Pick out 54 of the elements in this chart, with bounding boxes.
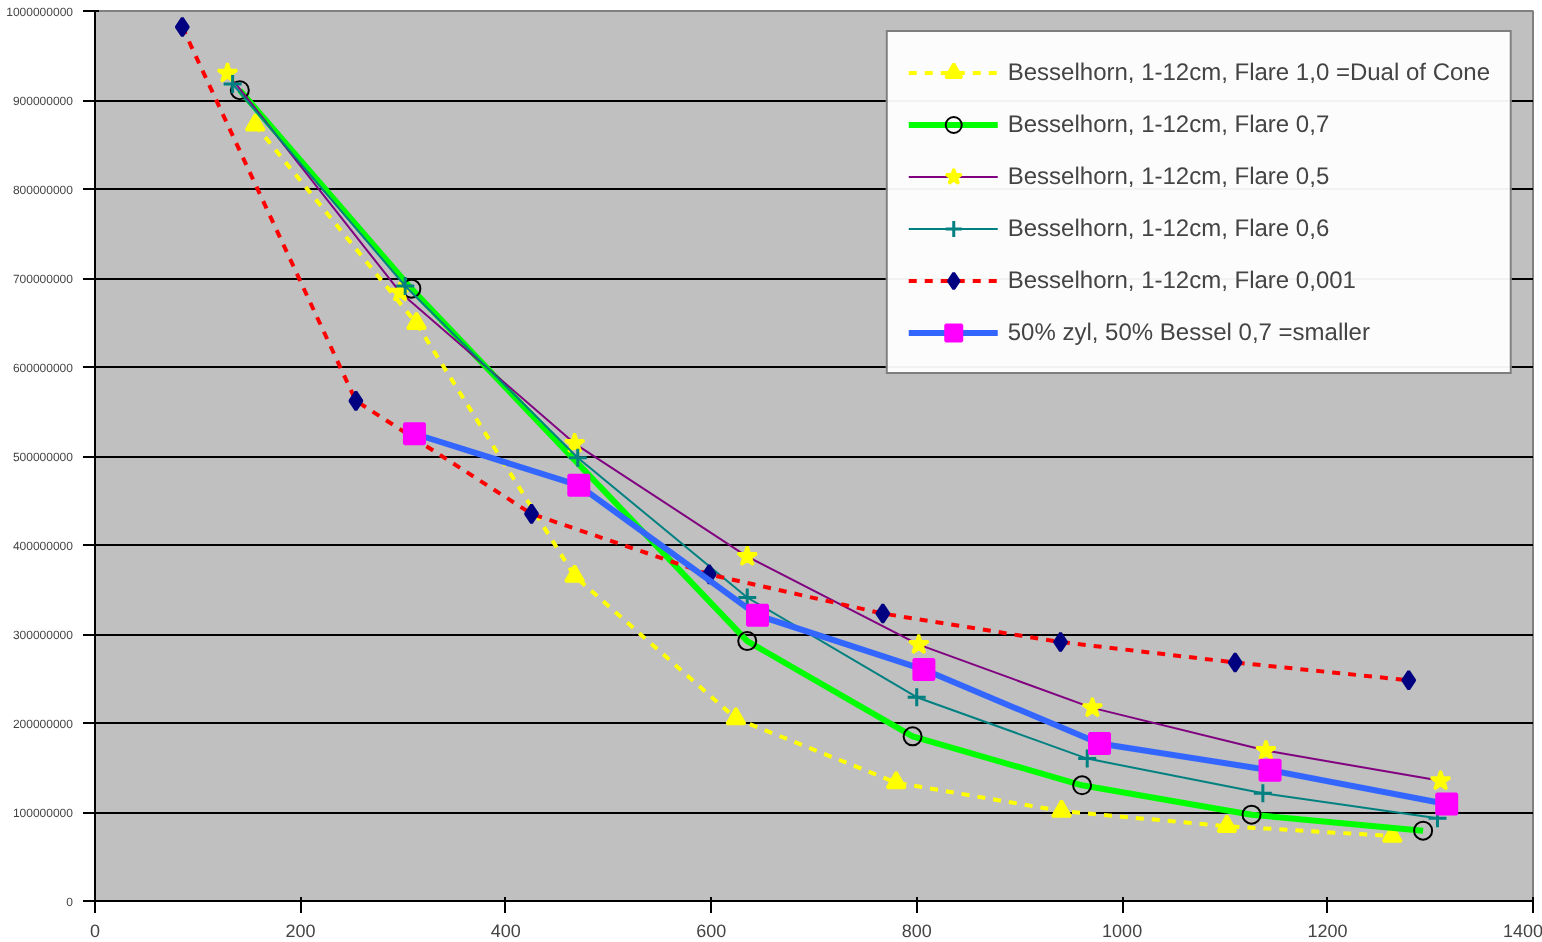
point (885, 770, 907, 790)
point (1252, 782, 1274, 804)
point (1254, 739, 1277, 761)
point (394, 275, 416, 297)
point (875, 603, 891, 625)
point (902, 726, 923, 747)
point (1227, 651, 1243, 673)
point (1088, 731, 1112, 755)
point (1053, 631, 1069, 653)
legend-label: 50% zyl, 50% Bessel 0,7 =smaller (1007, 318, 1370, 346)
point (1258, 758, 1282, 782)
legend-label: Besselhorn, 1-12cm, Flare 0,7 (1007, 110, 1330, 138)
point (222, 73, 244, 95)
legend-label: Besselhorn, 1-12cm, Flare 1,0 =Dual of Cone (1007, 58, 1490, 86)
point (567, 473, 591, 497)
point (907, 633, 930, 655)
point (402, 422, 426, 446)
point (912, 658, 936, 682)
point (1435, 792, 1459, 816)
x-tick-label: 0 (89, 921, 101, 941)
point (244, 113, 266, 132)
x-tick-label: 400 (490, 921, 521, 941)
point (564, 564, 586, 583)
x-tick-label: 600 (696, 921, 727, 941)
legend-label: Besselhorn, 1-12cm, Flare 0,5 (1007, 162, 1330, 190)
point (174, 16, 190, 38)
point (746, 603, 770, 627)
point (406, 311, 427, 331)
point (1081, 696, 1104, 718)
point (1072, 775, 1093, 796)
point (563, 432, 586, 454)
point (567, 447, 589, 469)
point (1051, 799, 1073, 818)
x-tick-label: 1200 (1307, 921, 1348, 941)
point (736, 545, 759, 567)
point (348, 390, 364, 412)
x-tick-label: 800 (901, 921, 932, 941)
point (524, 503, 540, 525)
point (229, 80, 250, 101)
legend-label: Besselhorn, 1-12cm, Flare 0,6 (1007, 214, 1330, 242)
legend-label: Besselhorn, 1-12cm, Flare 0,001 (1007, 266, 1356, 294)
point (1241, 804, 1262, 825)
point (1401, 669, 1417, 691)
x-tick-label: 1000 (1102, 921, 1143, 941)
point (1076, 748, 1098, 770)
point (401, 278, 422, 299)
x-tick-label: 1400 (1502, 921, 1542, 941)
point (737, 631, 758, 652)
point (1413, 820, 1434, 841)
point (906, 686, 928, 708)
x-tick-label: 200 (285, 921, 316, 941)
point (725, 706, 747, 726)
point (1429, 769, 1452, 791)
point (1216, 814, 1238, 833)
